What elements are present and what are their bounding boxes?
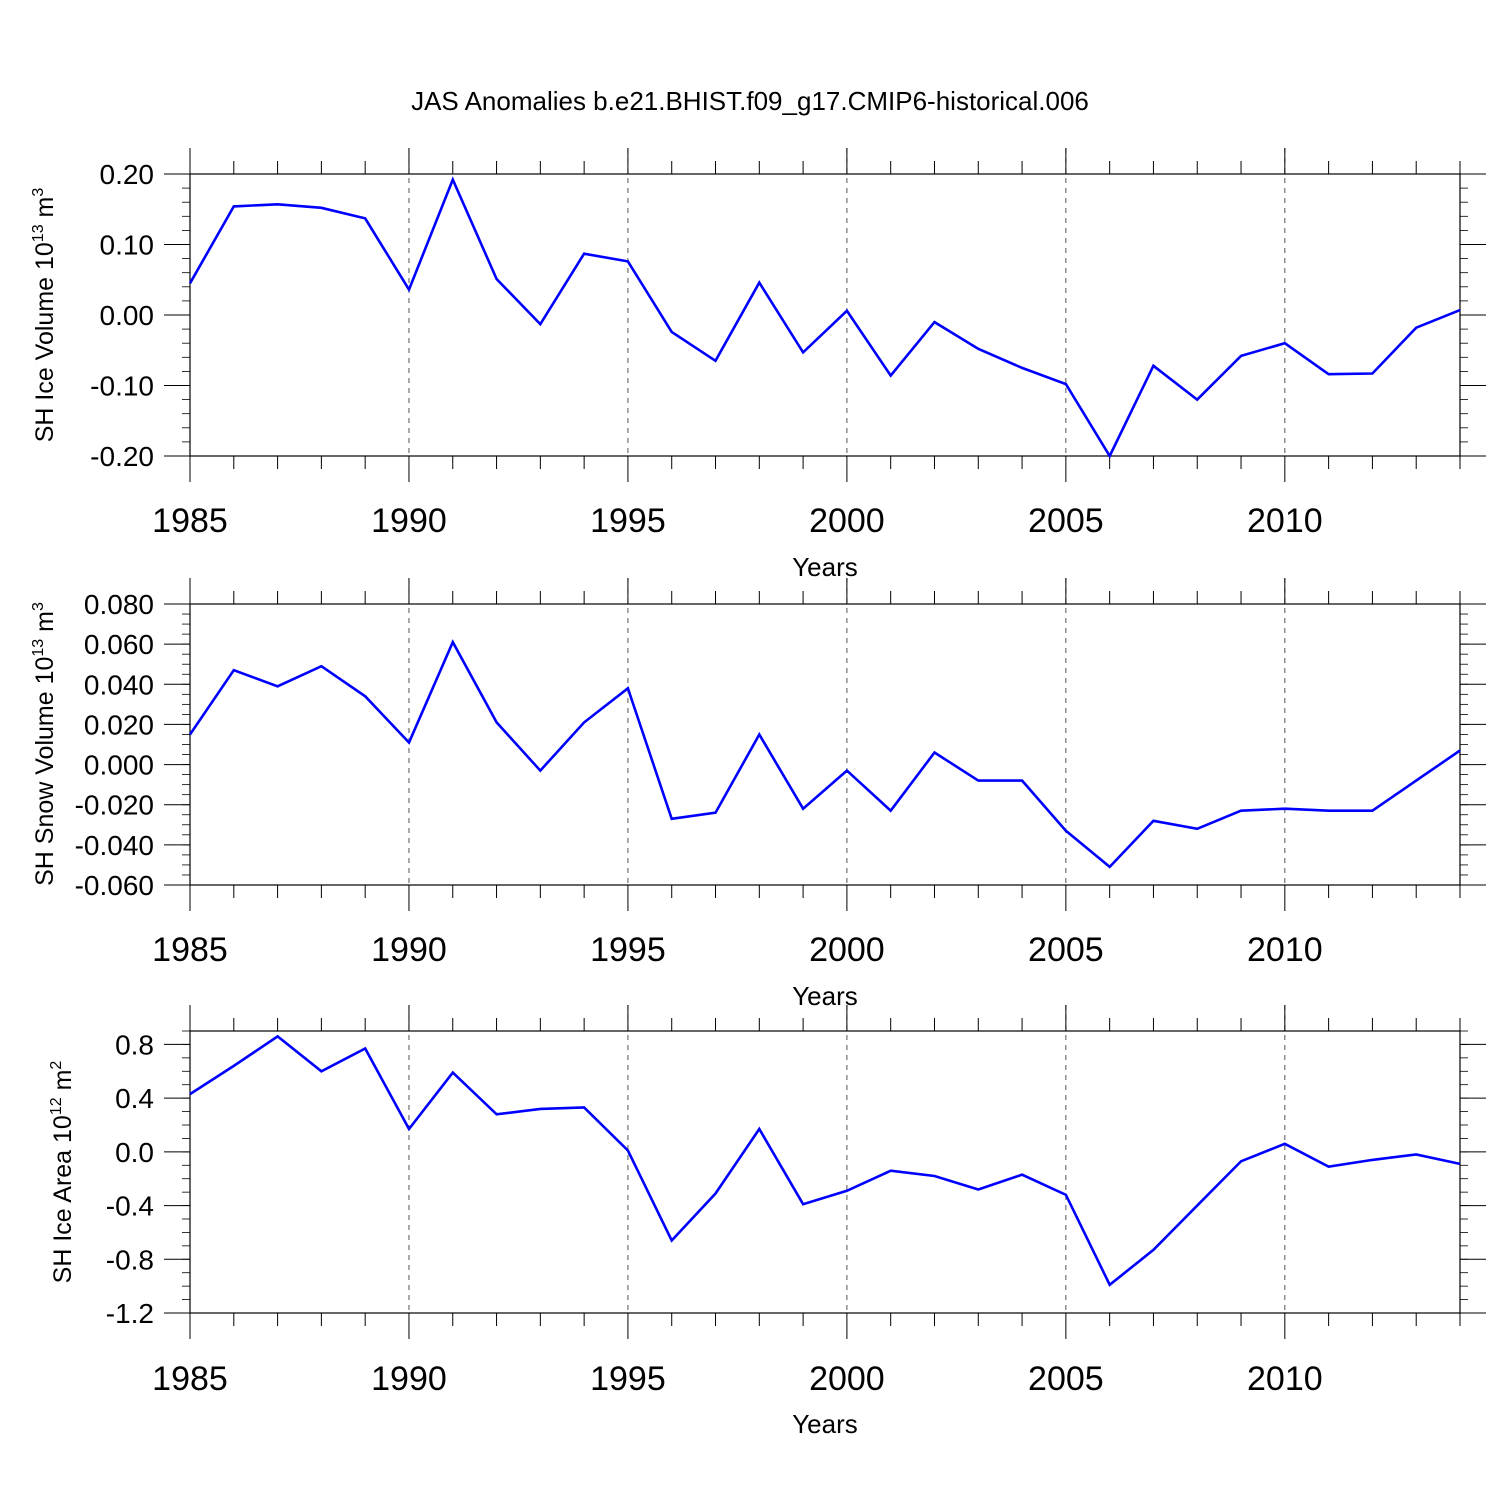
- x-tick-label: 1995: [590, 502, 666, 540]
- y-axis-title-part: SH Ice Volume 10: [31, 242, 59, 442]
- x-tick-label: 1995: [590, 931, 666, 969]
- x-tick-label: 2010: [1247, 931, 1323, 969]
- y-tick-label: 0.20: [100, 159, 155, 190]
- series-line: [188, 639, 1461, 869]
- x-tick-label: 1985: [152, 931, 228, 969]
- x-tick-label: 1985: [152, 502, 228, 540]
- y-axis-title-superscript: 3: [30, 188, 47, 197]
- y-tick-label: -0.4: [106, 1191, 154, 1222]
- x-axis-title: Years: [792, 981, 858, 1011]
- y-tick-label: 0.0: [115, 1137, 154, 1168]
- x-tick-label: 1985: [152, 1360, 228, 1398]
- x-tick-label: 1990: [371, 1360, 447, 1398]
- y-tick-label: -1.2: [106, 1298, 154, 1329]
- x-tick-label: 2010: [1247, 1360, 1323, 1398]
- y-axis-title-superscript: 12: [48, 1097, 65, 1115]
- y-axis-title-superscript: 3: [30, 602, 47, 611]
- y-tick-label: 0.00: [100, 300, 155, 331]
- x-tick-label: 2005: [1028, 502, 1104, 540]
- x-tick-label: 2010: [1247, 502, 1323, 540]
- x-tick-label: 1990: [371, 502, 447, 540]
- plot-frame: [189, 1030, 1461, 1314]
- y-tick-label: 0.4: [115, 1083, 154, 1114]
- x-axis-title: Years: [792, 552, 858, 582]
- y-axis-title-superscript: 13: [30, 224, 47, 242]
- x-tick-label: 2000: [809, 931, 885, 969]
- y-tick-label: -0.040: [75, 830, 154, 861]
- y-tick-label: -0.060: [75, 870, 154, 901]
- x-tick-label: 2000: [809, 1360, 885, 1398]
- y-tick-label: 0.040: [84, 669, 154, 700]
- figure-title: JAS Anomalies b.e21.BHIST.f09_g17.CMIP6-…: [411, 86, 1089, 116]
- y-axis-title: SH Ice Volume 1013 m3: [30, 188, 59, 443]
- y-tick-label: -0.10: [90, 371, 154, 402]
- x-tick-label: 2005: [1028, 1360, 1104, 1398]
- panel-ice-volume: -0.20 -0.10 0.00 0.10 0.20 1985 1990 1995 2000 20…: [30, 148, 1486, 582]
- series-line: [188, 176, 1461, 459]
- y-tick-label: 0.8: [115, 1029, 154, 1060]
- panel-snow-volume: -0.060 -0.040 -0.020 0.000 0.020 0.040 0.060 0.…: [30, 578, 1486, 1011]
- y-axis-title-part: SH Ice Area 10: [49, 1115, 77, 1283]
- x-tick-label: 1990: [371, 931, 447, 969]
- y-axis-title-superscript: 2: [48, 1061, 65, 1070]
- y-axis-title-part: m: [31, 611, 59, 639]
- x-axis-title: Years: [792, 1409, 858, 1439]
- y-tick-label: -0.8: [106, 1244, 154, 1275]
- y-tick-label: 0.000: [84, 750, 154, 781]
- y-tick-label: 0.060: [84, 629, 154, 660]
- y-tick-label: -0.20: [90, 441, 154, 472]
- x-tick-label: 1995: [590, 1360, 666, 1398]
- y-axis-title-part: m: [31, 197, 59, 225]
- y-axis-title-superscript: 13: [30, 639, 47, 657]
- y-axis-title: SH Snow Volume 1013 m3: [30, 602, 59, 886]
- panel-ice-area: -1.2 -0.8 -0.4 0.0 0.4 0.8 1985 1990 1995 2000 200…: [48, 1005, 1486, 1439]
- x-tick-label: 2000: [809, 502, 885, 540]
- x-tick-label: 2005: [1028, 931, 1104, 969]
- y-tick-label: 0.080: [84, 589, 154, 620]
- y-tick-label: 0.020: [84, 709, 154, 740]
- y-axis-title-part: SH Snow Volume 10: [31, 657, 59, 886]
- y-axis-title: SH Ice Area 1012 m2: [48, 1061, 77, 1284]
- series-line: [189, 1034, 1461, 1287]
- y-axis-title-part: m: [49, 1070, 77, 1098]
- y-tick-label: -0.020: [75, 790, 154, 821]
- y-tick-label: 0.10: [100, 230, 155, 261]
